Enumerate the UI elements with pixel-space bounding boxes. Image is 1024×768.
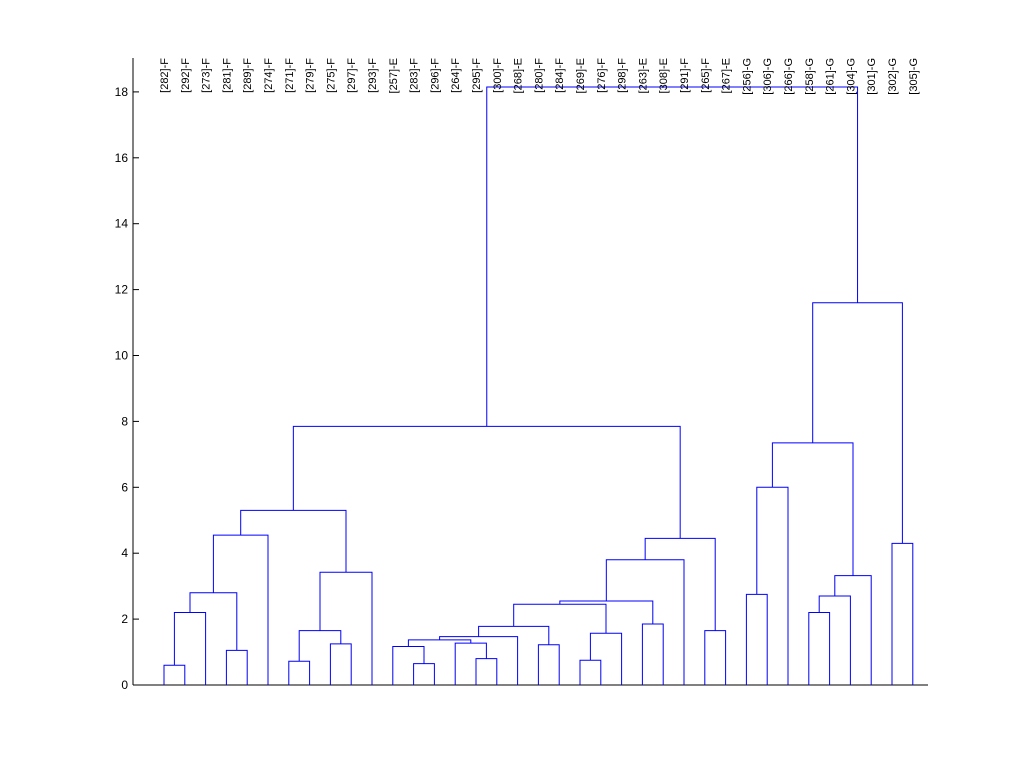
leaf-label: [292]-F <box>180 58 192 93</box>
dendrogram-link <box>808 612 831 685</box>
leaf-label: [283]-F <box>409 58 421 93</box>
dendrogram-link <box>704 630 727 685</box>
dendrogram-link <box>189 592 238 651</box>
dendrogram-link <box>478 625 550 645</box>
axes: 0 2 4 6 8 10 12 14 16 18 <box>115 58 928 692</box>
dendrogram-link <box>225 649 248 685</box>
dendrogram-link <box>818 595 851 685</box>
leaf-label: [297]-F <box>346 58 358 93</box>
dendrogram-link <box>605 559 685 685</box>
dendrogram-link <box>173 612 207 685</box>
y-tick-label: 10 <box>115 349 129 363</box>
y-tick-label: 0 <box>121 678 128 692</box>
dendrogram-link <box>319 571 373 685</box>
leaf-label: [273]-F <box>201 58 213 93</box>
leaf-label: [261]-G <box>825 58 837 95</box>
y-tick-label: 12 <box>115 283 129 297</box>
dendrogram-link <box>292 425 681 539</box>
leaf-label: [282]-F <box>159 58 171 93</box>
dendrogram-link <box>641 623 664 685</box>
y-tick-label: 14 <box>115 217 129 231</box>
leaf-label: [263]-E <box>637 58 649 93</box>
dendrogram-link <box>891 542 914 685</box>
dendrogram-link <box>454 642 487 685</box>
leaf-label: [271]-F <box>284 58 296 93</box>
leaf-label: [306]-G <box>762 58 774 95</box>
leaf-label: [304]-G <box>845 58 857 95</box>
leaf-label: [276]-F <box>596 58 608 93</box>
y-tick-label: 8 <box>121 414 128 428</box>
y-tick-label: 18 <box>115 85 129 99</box>
leaf-label: [256]-G <box>741 58 753 95</box>
y-tick-label: 4 <box>121 546 128 560</box>
leaf-label: [296]-F <box>429 58 441 93</box>
leaf-label: [300]-F <box>492 58 504 93</box>
leaf-label: [293]-F <box>367 58 379 93</box>
dendrogram-link <box>329 643 352 685</box>
dendrogram-link <box>413 663 435 685</box>
dendrogram-link <box>579 659 602 685</box>
leaf-label: [291]-F <box>679 58 691 93</box>
leaf-label: [274]-F <box>263 58 275 93</box>
dendrogram-link <box>475 658 498 685</box>
y-tick-label: 16 <box>115 151 129 165</box>
leaf-label: [284]-F <box>554 58 566 93</box>
leaf-label: [267]-E <box>721 58 733 93</box>
dendrogram-link <box>240 509 347 573</box>
leaf-label: [257]-E <box>388 58 400 93</box>
y-tick-label: 6 <box>121 480 128 494</box>
leaf-label: [264]-F <box>450 58 462 93</box>
dendrogram-link <box>589 632 623 685</box>
dendrogram-link <box>771 442 854 576</box>
dendrogram-link <box>834 575 872 685</box>
leaf-label: [308]-E <box>658 58 670 93</box>
dendrogram-link <box>163 664 186 685</box>
leaf-label: [280]-F <box>533 58 545 93</box>
leaf-label: [265]-F <box>700 58 712 93</box>
dendrogram-link <box>288 660 311 685</box>
dendrogram-link <box>212 534 269 685</box>
leaf-label: [305]-G <box>908 58 920 95</box>
y-tick-label: 2 <box>121 612 128 626</box>
leaf-label: [281]-F <box>221 58 233 93</box>
y-tick-group: 0 2 4 6 8 10 12 14 16 18 <box>115 85 139 692</box>
leaf-label: [301]-G <box>866 58 878 95</box>
leaf-label: [279]-F <box>305 58 317 93</box>
dendrogram-link <box>486 86 859 427</box>
leaf-label: [289]-F <box>242 58 254 93</box>
dendrogram-link <box>392 645 425 685</box>
leaf-label: [302]-G <box>887 58 899 95</box>
dendrogram-link <box>756 486 789 685</box>
dendrogram-link <box>407 639 472 647</box>
leaf-label: [298]-F <box>617 58 629 93</box>
dendrogram-link <box>745 593 768 685</box>
leaf-label: [269]-E <box>575 58 587 93</box>
leaf-label: [266]-G <box>783 58 795 95</box>
leaf-label: [268]-E <box>513 58 525 93</box>
leaf-label: [258]-G <box>804 58 816 95</box>
leaf-label-group: [282]-F [292]-F [273]-F [281]-F [289]-F [274]… <box>159 58 920 95</box>
dendrogram-link <box>439 636 519 685</box>
dendrogram-links <box>163 86 914 685</box>
leaf-label: [275]-F <box>325 58 337 93</box>
leaf-label: [295]-F <box>471 58 483 93</box>
dendrogram-link <box>513 603 607 634</box>
dendrogram-link <box>537 644 560 685</box>
dendrogram-link <box>644 537 716 631</box>
dendrogram-link <box>812 302 903 544</box>
dendrogram-link <box>298 630 342 662</box>
